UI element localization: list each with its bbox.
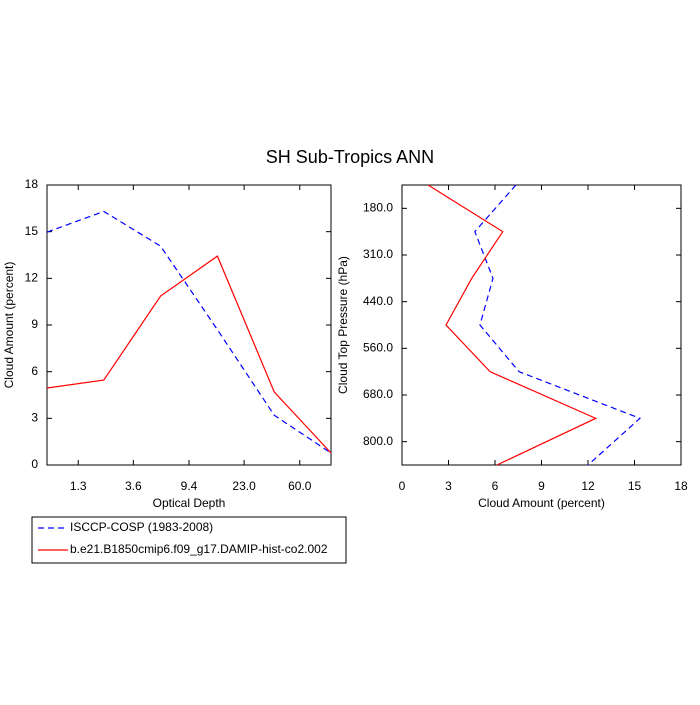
x-tick-label: 9 [538, 479, 545, 493]
legend-label: b.e21.B1850cmip6.f09_g17.DAMIP-hist-co2.… [70, 542, 328, 556]
x-tick-label: 1.3 [70, 479, 87, 493]
y-tick-label: 180.0 [363, 201, 393, 215]
y-tick-label: 15 [25, 224, 39, 238]
figure-title: SH Sub-Tropics ANN [266, 147, 434, 167]
x-axis-label: Cloud Amount (percent) [478, 496, 605, 510]
x-tick-label: 3 [445, 479, 452, 493]
y-tick-label: 680.0 [363, 387, 393, 401]
legend-box [31, 516, 347, 564]
y-tick-label: 440.0 [363, 294, 393, 308]
y-tick-label: 12 [25, 271, 39, 285]
y-tick-label: 560.0 [363, 341, 393, 355]
x-tick-label: 12 [581, 479, 595, 493]
x-axis-label: Optical Depth [153, 496, 226, 510]
series-line [427, 184, 598, 466]
series-line [46, 255, 332, 454]
y-axis-label: Cloud Amount (percent) [2, 262, 16, 389]
series-line [46, 210, 332, 454]
y-tick-label: 800.0 [363, 434, 393, 448]
x-tick-label: 3.6 [125, 479, 142, 493]
y-tick-label: 6 [31, 364, 38, 378]
y-tick-label: 9 [31, 317, 38, 331]
y-tick-label: 3 [31, 411, 38, 425]
x-tick-label: 9.4 [181, 479, 198, 493]
x-tick-label: 60.0 [288, 479, 312, 493]
y-axis-label: Cloud Top Pressure (hPa) [336, 256, 350, 394]
legend-label: ISCCP-COSP (1983-2008) [70, 520, 213, 534]
x-tick-label: 15 [628, 479, 642, 493]
x-tick-label: 6 [492, 479, 499, 493]
y-tick-label: 18 [25, 177, 39, 191]
y-tick-label: 310.0 [363, 247, 393, 261]
y-tick-label: 0 [31, 457, 38, 471]
x-tick-label: 23.0 [232, 479, 256, 493]
series-line [474, 184, 642, 466]
x-tick-label: 18 [674, 479, 688, 493]
x-tick-label: 0 [399, 479, 406, 493]
